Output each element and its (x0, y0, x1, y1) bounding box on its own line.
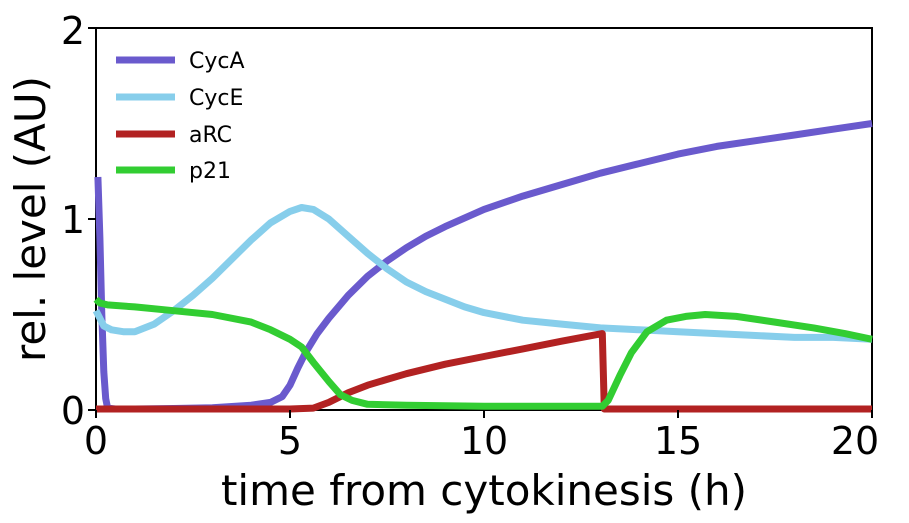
series-line-p21 (93, 296, 873, 410)
legend-label-cyca: CycA (189, 49, 245, 74)
plot-frame (95, 27, 873, 411)
x-tick-label: 15 (654, 419, 702, 463)
x-axis-ticks: 0 5 10 15 20 (84, 410, 879, 463)
y-axis-ticks: 0 1 2 (61, 9, 96, 433)
y-tick-label: 2 (61, 9, 85, 53)
y-tick-label: 0 (61, 389, 85, 433)
x-tick-label: 0 (84, 419, 108, 463)
legend-label-cyce: CycE (189, 86, 243, 111)
legend-label-p21: p21 (189, 159, 231, 184)
y-tick-label: 1 (61, 198, 85, 242)
y-axis-label: rel. level (AU) (6, 76, 55, 362)
series-lines (92, 120, 873, 413)
series-line-arc (96, 330, 872, 413)
x-tick-label: 20 (831, 419, 879, 463)
legend-label-arc: aRC (189, 123, 232, 148)
x-tick-label: 5 (278, 419, 302, 463)
x-tick-label: 10 (460, 419, 508, 463)
legend: CycA CycE aRC p21 (116, 49, 245, 184)
series-line-cyce (92, 204, 873, 343)
x-axis-label: time from cytokinesis (h) (221, 466, 747, 515)
